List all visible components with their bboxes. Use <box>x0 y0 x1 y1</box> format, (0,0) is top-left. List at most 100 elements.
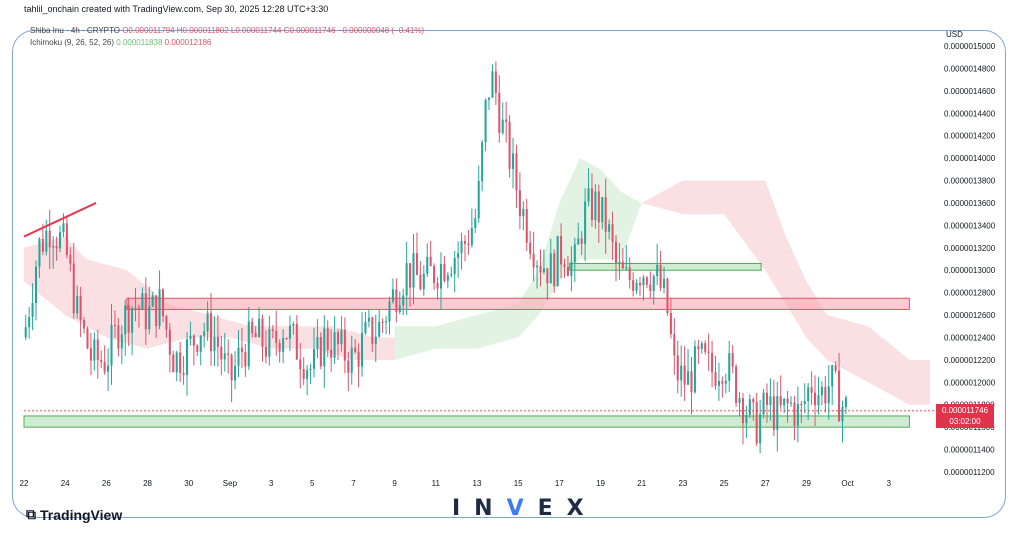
ichimoku-cloud-bearish-1 <box>24 236 395 360</box>
candle-body <box>398 305 401 312</box>
candle-body <box>690 371 693 393</box>
candle-body <box>89 348 92 361</box>
candle-body <box>206 313 209 332</box>
y-tick-label: 0.0000014000 <box>944 154 996 163</box>
zone-resistance <box>126 297 910 310</box>
candle-body <box>436 282 439 289</box>
candle-body <box>158 289 161 327</box>
candle-body <box>210 313 213 352</box>
indicator-value-2: 0.000012186 <box>164 38 212 47</box>
ohlc-values: O0.000011794 H0.000011802 L0.000011744 C… <box>122 26 425 35</box>
candle-body <box>714 372 717 386</box>
candle-body <box>381 321 384 323</box>
candle-body <box>597 191 600 223</box>
candle-body <box>415 253 418 275</box>
candle-body <box>460 240 463 254</box>
candle-body <box>814 392 817 406</box>
candle-body <box>357 351 360 367</box>
candle-body <box>604 197 607 232</box>
candle-body <box>793 402 796 426</box>
candle-body <box>453 257 456 274</box>
candle-body <box>144 293 147 330</box>
candle-body <box>669 313 672 335</box>
candle-body <box>196 345 199 352</box>
candle-body <box>741 398 744 424</box>
candle-body <box>817 395 820 406</box>
candle-body <box>807 387 810 402</box>
candle-body <box>227 353 230 356</box>
candle-body <box>635 282 638 291</box>
candle-body <box>587 188 590 202</box>
candle-body <box>385 321 388 323</box>
candle-body <box>278 343 281 352</box>
candle-body <box>443 264 446 281</box>
candle-body <box>203 331 206 336</box>
candle-body <box>463 240 467 244</box>
candle-body <box>309 368 312 371</box>
candle-body <box>556 236 559 287</box>
candle-body <box>542 268 545 273</box>
x-tick-label: 28 <box>143 479 152 488</box>
candle-body <box>683 365 686 385</box>
candle-body <box>844 397 847 408</box>
x-tick-label: 15 <box>514 479 523 488</box>
candle-body <box>45 230 48 252</box>
candle-body <box>776 396 779 430</box>
candle-body <box>652 276 655 291</box>
candle-body <box>31 302 34 317</box>
candle-body <box>189 335 192 340</box>
candle-body <box>529 242 532 254</box>
y-tick-label: 0.0000011200 <box>944 468 995 477</box>
candle-body <box>275 330 278 344</box>
candle-body <box>107 365 110 372</box>
candle-body <box>470 227 473 246</box>
indicator-value-1: 0.000011838 <box>116 38 163 47</box>
zone-mid-support <box>569 262 762 271</box>
candle-body <box>340 329 343 345</box>
candle-body <box>735 366 738 403</box>
x-tick-label: 3 <box>887 479 892 488</box>
candle-body <box>666 278 669 314</box>
candle-body <box>827 386 830 404</box>
y-tick-label: 0.0000012800 <box>944 289 996 298</box>
candle-body <box>110 324 113 366</box>
candle-body <box>687 371 690 385</box>
x-tick-label: 11 <box>432 479 441 488</box>
candle-body <box>76 295 79 314</box>
candle-body <box>299 359 302 370</box>
candle-body <box>388 301 391 322</box>
candle-body <box>487 97 491 100</box>
candle-body <box>769 396 772 405</box>
candle-body <box>65 223 68 256</box>
symbol-legend: Shiba Inu · 4h · CRYPTO O0.000011794 H0.… <box>30 26 424 35</box>
candle-body <box>336 332 340 345</box>
candle-body <box>508 121 511 169</box>
x-tick-label: 22 <box>20 479 29 488</box>
candle-body <box>395 289 398 312</box>
candle-body <box>86 328 89 349</box>
candle-body <box>731 353 734 367</box>
candle-body <box>789 402 793 404</box>
candle-body <box>831 365 834 387</box>
candle-body <box>580 238 583 244</box>
candle-body <box>426 256 429 274</box>
x-tick-label: Oct <box>841 479 854 488</box>
candle-body <box>841 407 844 422</box>
candle-body <box>350 347 353 373</box>
candle-body <box>494 71 497 93</box>
candle-body <box>505 119 508 122</box>
candle-body <box>251 321 254 334</box>
candle-body <box>457 253 460 258</box>
candle-body <box>168 329 171 355</box>
candle-body <box>772 396 775 430</box>
candle-body <box>539 265 542 273</box>
x-tick-label: 26 <box>102 479 111 488</box>
candle-body <box>134 307 137 309</box>
candle-body <box>175 352 178 373</box>
candle-body <box>100 360 103 363</box>
candle-body <box>79 295 82 321</box>
candle-body <box>563 264 566 268</box>
y-tick-label: 0.0000012000 <box>944 378 996 387</box>
candle-body <box>546 268 549 284</box>
